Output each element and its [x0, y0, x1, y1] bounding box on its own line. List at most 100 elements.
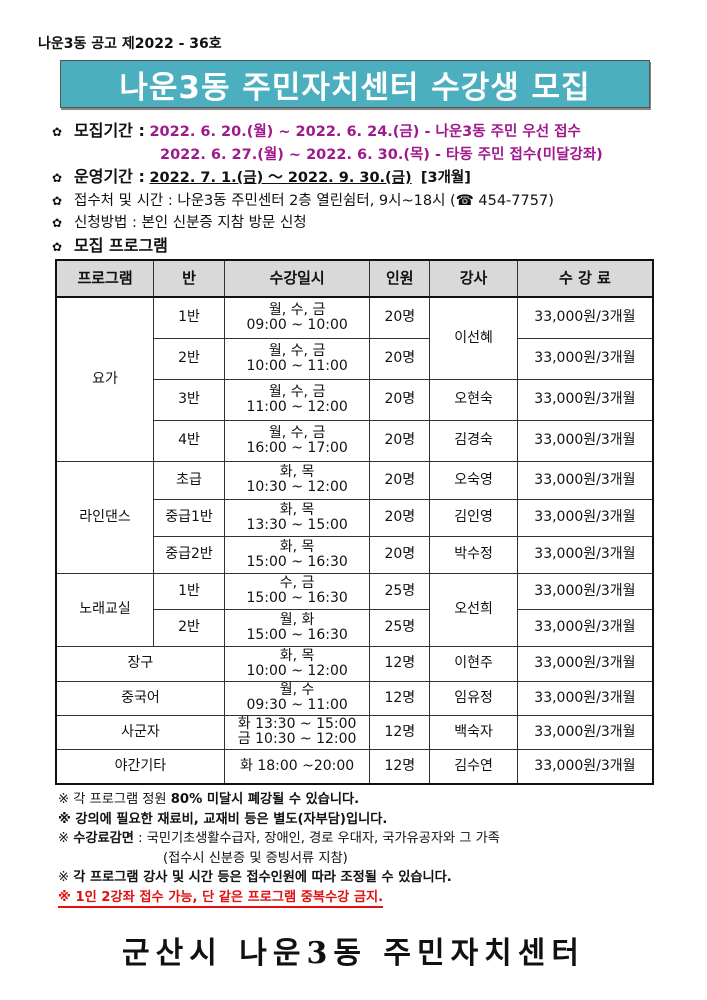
tuition-fee: 33,000원/3개월: [516, 572, 654, 610]
class-name: 중급1반: [153, 498, 225, 537]
class-name: 3반: [153, 378, 225, 421]
notice-number: 나운3동 공고 제2022 - 36호: [38, 36, 222, 52]
schedule-time: 09:00 ~ 10:00: [246, 316, 348, 333]
schedule-days: 월, 수, 금: [268, 342, 326, 359]
class-name: 2반: [153, 337, 225, 380]
teacher-name: 김수연: [429, 748, 518, 785]
schedule-days: 월, 수, 금: [268, 424, 326, 441]
capacity: 25명: [369, 608, 431, 647]
tuition-fee: 33,000원/3개월: [516, 680, 654, 716]
program-name: 야간기타: [55, 748, 225, 785]
schedule-time: 10:00 ~ 12:00: [246, 662, 348, 679]
class-name: 1반: [153, 296, 225, 339]
column-header: 인원: [369, 259, 431, 298]
schedule-cell: 화 13:30 ~ 15:00 금 10:30 ~ 12:00: [223, 714, 371, 750]
class-name: 중급2반: [153, 535, 225, 574]
table-row: 노래교실 1반 수, 금 15:00 ~ 16:30 25명 오선희 33,000원/3개월: [55, 572, 654, 647]
capacity: 20명: [369, 378, 431, 421]
teacher-name: 김경숙: [429, 419, 518, 462]
table-row: 2반 월, 화 15:00 ~ 16:30 25명 33,000원/3개월: [56, 608, 654, 647]
class-name: 초급: [153, 460, 225, 500]
tuition-fee: 33,000원/3개월: [516, 296, 654, 339]
program-name: 중국어: [55, 680, 225, 716]
operation-months: [3개월]: [420, 170, 471, 186]
table-row: 4반 월, 수, 금 16:00 ~ 17:00 20명 김경숙 33,000원/3개월: [56, 419, 654, 462]
capacity: 20명: [369, 337, 431, 380]
program-name: 요가: [55, 296, 155, 462]
column-header: 반: [153, 259, 225, 298]
recruit-period-2: 2022. 6. 27.(월) ~ 2022. 6. 30.(목) - 타동 주…: [160, 146, 603, 163]
schedule-cell: 수, 금 15:00 ~ 16:30: [223, 572, 371, 610]
class-name: 4반: [153, 419, 225, 462]
schedule-days: 화, 목: [279, 501, 315, 518]
program-name: 노래교실: [55, 572, 155, 647]
schedule-cell: 월, 화 15:00 ~ 16:30: [223, 608, 371, 647]
teacher-name: 오숙영: [429, 460, 518, 500]
tuition-fee: 33,000원/3개월: [516, 645, 654, 682]
schedule-cell: 화, 목 15:00 ~ 16:30: [223, 535, 371, 574]
schedule-cell: 월, 수, 금 11:00 ~ 12:00: [223, 378, 371, 421]
recruit-label: 모집기간 :: [74, 121, 145, 140]
capacity: 12명: [369, 680, 431, 716]
info-section: ✿ 모집기간 : 2022. 6. 20.(월) ~ 2022. 6. 24.(금…: [52, 120, 603, 258]
note-4: 각 프로그램 강사 및 시간 등은 접수인원에 따라 조정될 수 있습니다.: [73, 870, 452, 885]
class-name: 1반: [153, 572, 225, 610]
schedule-days: 월, 수, 금: [268, 301, 326, 318]
table-row: 중국어 월, 수 09:30 ~ 11:00 12명 임유정 33,000원/3개월: [55, 680, 654, 716]
table-row: 라인댄스 초급 화, 목 10:30 ~ 12:00 20명 오숙영 33,000원/3개월: [55, 460, 654, 574]
teacher-name: 오선희: [429, 572, 518, 647]
schedule-days: 월, 수: [279, 682, 315, 698]
capacity: 12명: [369, 748, 431, 785]
schedule-time: 13:30 ~ 15:00: [246, 516, 348, 533]
column-header: 강사: [429, 259, 518, 298]
capacity: 20명: [369, 460, 431, 500]
operation-label: 운영기간 :: [74, 167, 145, 186]
note-3: : 국민기초생활수급자, 장애인, 경로 우대자, 국가유공자와 그 가족: [133, 831, 500, 846]
tuition-fee: 33,000원/3개월: [516, 378, 654, 421]
tuition-fee: 33,000원/3개월: [516, 608, 654, 647]
tuition-fee: 33,000원/3개월: [516, 460, 654, 500]
schedule-time: 15:00 ~ 16:30: [246, 590, 348, 606]
tuition-fee: 33,000원/3개월: [516, 337, 654, 380]
schedule-days: 화, 목: [279, 464, 315, 480]
operation-period: 2022. 7. 1.(금) ～ 2022. 9. 30.(금): [149, 170, 412, 186]
note-3-label: 수강료감면: [73, 831, 134, 846]
capacity: 20명: [369, 498, 431, 537]
teacher-name: 이현주: [429, 645, 518, 682]
schedule-days: 화 18:00 ~20:00: [240, 757, 355, 774]
capacity: 25명: [369, 572, 431, 610]
capacity: 12명: [369, 645, 431, 682]
schedule-time: 09:30 ~ 11:00: [246, 697, 348, 713]
table-row: 2반 월, 수, 금 10:00 ~ 11:00 20명 33,000원/3개월: [56, 337, 654, 380]
tuition-fee: 33,000원/3개월: [516, 714, 654, 750]
page-title: 나운3동 주민자치센터 수강생 모집: [119, 69, 591, 106]
schedule-days: 수, 금: [279, 575, 315, 591]
flower-icon: ✿: [52, 239, 63, 254]
flower-icon: ✿: [52, 193, 63, 208]
note-4-prefix: ※: [58, 870, 74, 885]
recruit-period-1: 2022. 6. 20.(월) ~ 2022. 6. 24.(금) - 나운3동…: [149, 124, 581, 140]
note-3-prefix: ※: [58, 831, 74, 846]
method-info: 신청방법 : 본인 신분증 지참 방문 신청: [74, 215, 307, 231]
schedule-time: 금 10:30 ~ 12:00: [237, 731, 357, 747]
note-1: 80% 미달시 폐강될 수 있습니다.: [170, 792, 360, 807]
class-name: 2반: [153, 608, 225, 647]
flower-icon: ✿: [52, 216, 63, 230]
table-header: 프로그램 반 수강일시 인원 강사 수 강 료: [55, 259, 654, 298]
schedule-cell: 화 18:00 ~20:00: [223, 748, 371, 785]
schedule-cell: 화, 목 10:00 ~ 12:00: [223, 645, 371, 682]
flower-icon: ✿: [52, 125, 63, 139]
capacity: 20명: [369, 535, 431, 574]
note-5-warning: ※ 1인 2강좌 접수 가능, 단 같은 프로그램 중복수강 금지.: [58, 889, 384, 908]
footer-organization: 군산시 나운3동 주민자치센터: [122, 936, 585, 971]
reception-info: 접수처 및 시간 : 나운3동 주민센터 2층 열린쉼터, 9시~18시 (☎ …: [74, 192, 554, 209]
title-banner: 나운3동 주민자치센터 수강생 모집: [60, 60, 650, 108]
column-header: 수 강 료: [516, 259, 654, 298]
program-name: 라인댄스: [55, 460, 155, 574]
schedule-cell: 화, 목 13:30 ~ 15:00: [223, 498, 371, 537]
tuition-fee: 33,000원/3개월: [516, 748, 654, 785]
schedule-days: 화, 목: [279, 647, 315, 664]
table-row: 야간기타 화 18:00 ~20:00 12명 김수연 33,000원/3개월: [55, 748, 654, 785]
flower-icon: ✿: [52, 171, 63, 185]
schedule-cell: 월, 수, 금 10:00 ~ 11:00: [223, 337, 371, 380]
